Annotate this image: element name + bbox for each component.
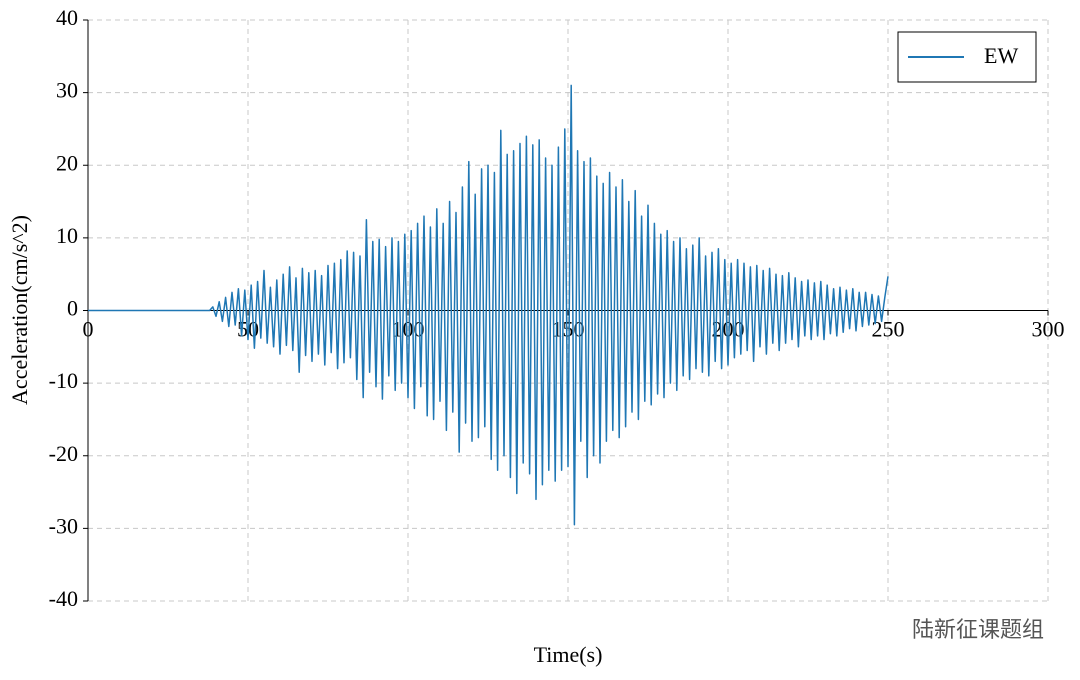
- legend-label: EW: [984, 43, 1018, 68]
- y-tick-label: 40: [56, 5, 78, 30]
- y-tick-label: -30: [49, 513, 78, 538]
- y-tick-label: 30: [56, 78, 78, 103]
- watermark: 陆新征课题组: [912, 618, 1044, 643]
- y-tick-label: 0: [67, 296, 78, 321]
- x-tick-label: 300: [1032, 317, 1065, 342]
- y-tick-label: -10: [49, 368, 78, 393]
- x-tick-label: 250: [872, 317, 905, 342]
- y-tick-label: 10: [56, 223, 78, 248]
- data-line: [88, 84, 889, 526]
- y-axis-label: Acceleration(cm/s^2): [7, 215, 32, 405]
- y-tick-label: -40: [49, 586, 78, 611]
- y-tick-label: -20: [49, 441, 78, 466]
- x-axis-label: Time(s): [534, 642, 603, 667]
- y-tick-label: 20: [56, 150, 78, 175]
